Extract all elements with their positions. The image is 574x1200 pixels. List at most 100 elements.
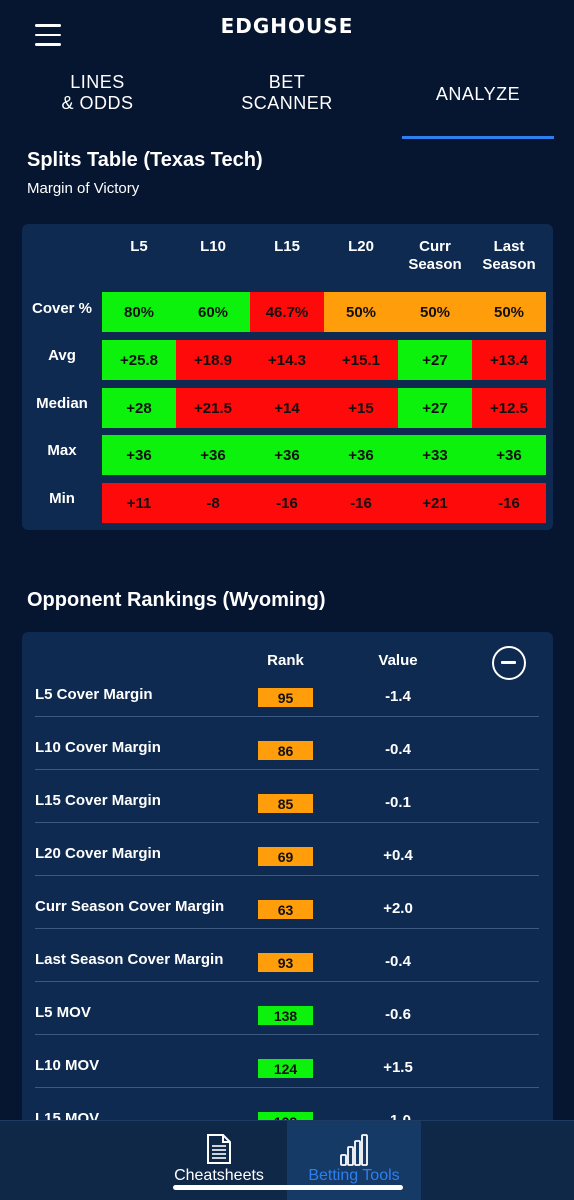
table-cell: -8 (176, 483, 250, 523)
column-header: L20 (348, 238, 374, 255)
table-cell: +21 (398, 483, 472, 523)
collapse-minus-icon[interactable] (492, 646, 526, 680)
table-cell: 50% (324, 292, 398, 332)
rank-badge: 124 (258, 1059, 313, 1078)
opponent-title: Opponent Rankings (Wyoming) (27, 589, 326, 611)
row-label: Curr Season Cover Margin (35, 898, 225, 915)
table-cell: +12.5 (472, 388, 546, 428)
row-value: -0.1 (385, 794, 411, 811)
home-indicator[interactable] (173, 1185, 403, 1190)
rank-badge: 63 (258, 900, 313, 919)
row-label: Last Season Cover Margin (35, 951, 224, 968)
rank-badge: 69 (258, 847, 313, 866)
row-label: L5 MOV (35, 1004, 91, 1021)
table-cell: +36 (102, 435, 176, 475)
table-row: L5 MOV 138 -0.6 (22, 994, 553, 1047)
table-cell: 80% (102, 292, 176, 332)
tab-label: LINES (70, 72, 125, 92)
rank-badge: 85 (258, 794, 313, 813)
row-label: Cover % (31, 300, 93, 317)
rank-badge: 95 (258, 688, 313, 707)
table-row: L10 Cover Margin 86 -0.4 (22, 729, 553, 782)
row-value: -0.4 (385, 741, 411, 758)
table-cell: +14.3 (250, 340, 324, 380)
row-divider (35, 716, 539, 717)
splits-table: L5 L10 L15 L20 Curr Season Last Season Cov… (22, 224, 553, 530)
table-cell: +36 (250, 435, 324, 475)
row-label: L10 MOV (35, 1057, 100, 1074)
table-cell: 60% (176, 292, 250, 332)
rank-badge: 86 (258, 741, 313, 760)
hamburger-menu-icon[interactable] (35, 24, 61, 46)
row-label: Avg (48, 347, 76, 364)
row-divider (35, 1034, 539, 1035)
table-cell: -16 (324, 483, 398, 523)
nav-cheatsheets[interactable]: Cheatsheets (152, 1121, 286, 1200)
column-header: L10 (200, 238, 226, 255)
table-row: Last Season Cover Margin 93 -0.4 (22, 941, 553, 994)
row-value: +1.5 (383, 1059, 413, 1076)
table-cell: -16 (472, 483, 546, 523)
row-value: -0.6 (385, 1006, 411, 1023)
row-value: -1.4 (385, 688, 411, 705)
document-icon (207, 1134, 231, 1164)
table-cell: +13.4 (472, 340, 546, 380)
opponent-rankings-table: Rank Value L5 Cover Margin 95 -1.4 L10 C… (22, 632, 553, 1152)
column-header: Last Season (482, 238, 536, 273)
row-divider (35, 928, 539, 929)
main-tabs: LINES & ODDS BET SCANNER ANALYZE (0, 72, 574, 142)
row-label: Max (47, 442, 77, 459)
table-cell: 50% (472, 292, 546, 332)
row-divider (35, 875, 539, 876)
row-label: Median (36, 395, 88, 412)
nav-label: Cheatsheets (174, 1167, 264, 1184)
tab-label: SCANNER (241, 93, 333, 113)
row-value: +2.0 (383, 900, 413, 917)
row-divider (35, 1087, 539, 1088)
table-cell: +33 (398, 435, 472, 475)
row-label: L5 Cover Margin (35, 686, 153, 703)
row-value: +0.4 (383, 847, 413, 864)
row-label: L10 Cover Margin (35, 739, 161, 756)
table-cell: +15 (324, 388, 398, 428)
table-cell: +27 (398, 388, 472, 428)
table-cell: +15.1 (324, 340, 398, 380)
active-tab-indicator (402, 136, 554, 139)
row-label: L15 Cover Margin (35, 792, 161, 809)
top-bar: EDGHOUSE (0, 0, 574, 60)
row-divider (35, 822, 539, 823)
tab-analyze[interactable]: ANALYZE (402, 72, 554, 140)
table-row: L10 MOV 124 +1.5 (22, 1047, 553, 1100)
table-cell: +18.9 (176, 340, 250, 380)
row-divider (35, 769, 539, 770)
table-cell: +36 (324, 435, 398, 475)
app-logo: EDGHOUSE (220, 14, 354, 38)
row-label: L20 Cover Margin (35, 845, 161, 862)
tab-label: & ODDS (61, 93, 134, 113)
column-header: Curr Season (408, 238, 462, 273)
table-cell: +28 (102, 388, 176, 428)
table-cell: 46.7% (250, 292, 324, 332)
table-cell: +27 (398, 340, 472, 380)
column-header: L5 (130, 238, 148, 255)
row-divider (35, 981, 539, 982)
table-cell: -16 (250, 483, 324, 523)
column-header-rank: Rank (267, 652, 304, 669)
column-header-value: Value (378, 652, 418, 669)
bar-chart-icon (340, 1134, 368, 1166)
nav-label: Betting Tools (308, 1167, 400, 1184)
table-cell: +36 (176, 435, 250, 475)
rank-badge: 138 (258, 1006, 313, 1025)
rank-badge: 93 (258, 953, 313, 972)
table-cell: +21.5 (176, 388, 250, 428)
table-cell: +25.8 (102, 340, 176, 380)
table-row: Curr Season Cover Margin 63 +2.0 (22, 888, 553, 941)
tab-label: ANALYZE (435, 84, 521, 104)
column-header: L15 (274, 238, 300, 255)
splits-title: Splits Table (Texas Tech) (27, 149, 263, 171)
table-cell: +14 (250, 388, 324, 428)
tab-bet-scanner[interactable]: BET SCANNER (212, 72, 362, 140)
row-value: -0.4 (385, 953, 411, 970)
splits-subtitle: Margin of Victory (27, 180, 140, 197)
tab-lines-odds[interactable]: LINES & ODDS (25, 72, 170, 140)
